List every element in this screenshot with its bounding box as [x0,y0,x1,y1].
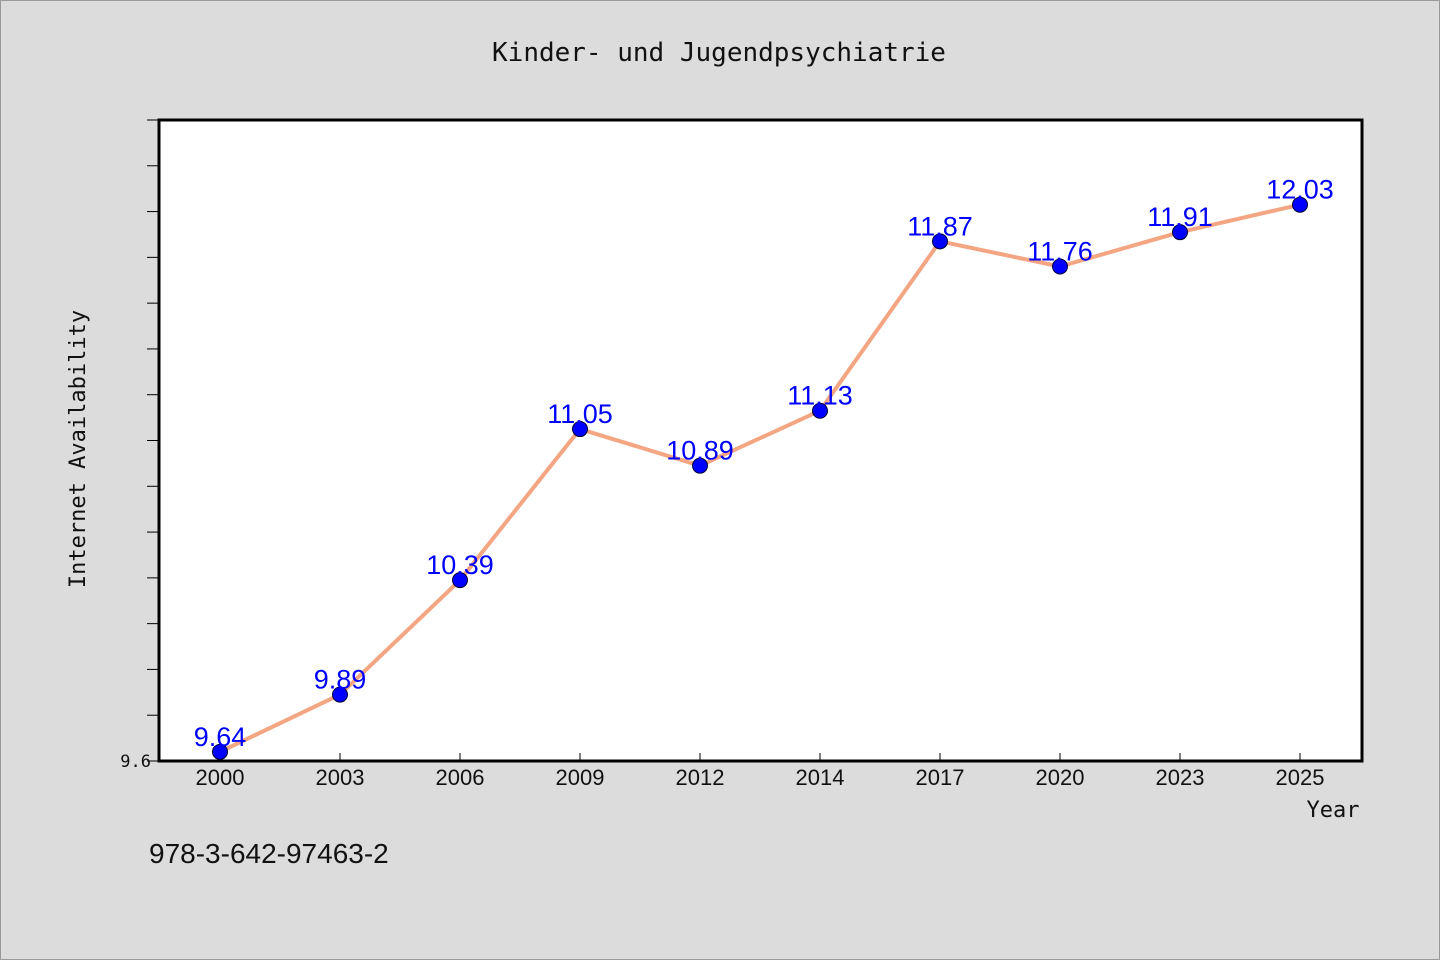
data-label: 11.87 [907,211,973,241]
data-point [1292,196,1308,213]
y-tick-label: 9.6 [120,752,151,772]
data-label: 11.05 [547,399,613,429]
data-labels: 9.64 9.89 10.39 11.05 10.89 11.13 11.87 11.76 11… [194,175,1334,752]
y-axis-label: Internet Availability [66,310,91,588]
data-point [452,572,468,589]
data-point [572,421,588,438]
x-tick-label: 2014 [796,765,845,790]
data-point [692,457,708,474]
y-axis-ticks [147,119,159,762]
data-label: 12.03 [1266,175,1334,205]
footer-isbn: 978-3-642-97463-2 [149,838,389,869]
x-tick-label: 2025 [1276,765,1325,790]
data-markers [212,196,1308,760]
data-label: 10.39 [426,550,494,580]
data-label: 11.91 [1147,202,1213,232]
x-tick-label: 2017 [916,765,965,790]
data-point [1052,258,1068,275]
y-axis-tick-labels: 9.6 [120,752,151,772]
data-point [332,686,348,703]
plot-area [157,118,1364,763]
data-label: 10.89 [666,436,734,466]
x-tick-label: 2023 [1156,765,1205,790]
data-point [212,743,228,760]
x-tick-label: 2009 [556,765,605,790]
data-label: 9.89 [314,665,367,695]
series-line [219,202,1301,754]
data-label: 11.13 [787,381,853,411]
data-point [812,402,828,419]
data-point [1172,224,1188,241]
x-tick-label: 2006 [436,765,485,790]
x-tick-label: 2020 [1036,765,1085,790]
x-tick-label: 2012 [676,765,725,790]
x-axis-tick-labels: 2000 2003 2006 2009 2012 2014 2017 2020 2023 2025 [196,765,1325,790]
data-label: 11.76 [1027,237,1093,267]
x-tick-label: 2003 [316,765,365,790]
x-tick-label: 2000 [196,765,245,790]
data-label: 9.64 [194,722,247,752]
data-point [932,233,948,250]
chart-title: Kinder- und Jugendpsychiatrie [492,38,946,68]
x-axis-label: Year [1307,798,1360,823]
